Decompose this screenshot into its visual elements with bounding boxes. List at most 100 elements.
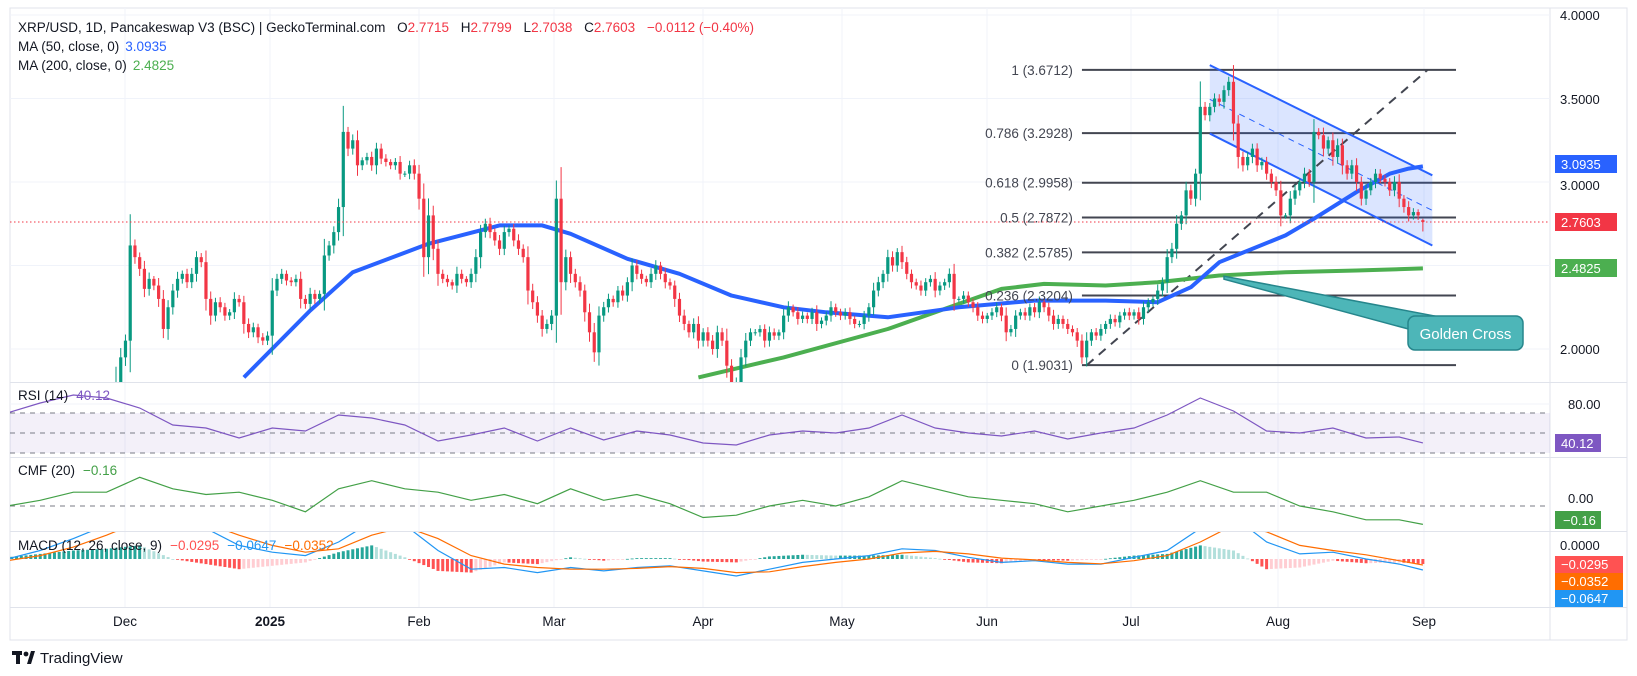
macd-histogram-bar	[332, 553, 336, 559]
fib-level-label: 0.5 (2.7872)	[1000, 211, 1073, 226]
candle-body	[639, 273, 644, 279]
candle	[1392, 176, 1397, 197]
macd-histogram-bar	[507, 559, 511, 563]
macd-histogram-bar	[100, 549, 104, 559]
macd-histogram-bar	[52, 552, 56, 559]
candle	[583, 284, 587, 322]
macd-histogram-bar	[611, 559, 615, 560]
macd-histogram-bar	[526, 559, 530, 564]
macd-histogram-bar	[711, 559, 715, 562]
macd-histogram-bar	[573, 557, 577, 559]
candle	[1260, 157, 1264, 170]
candle	[606, 293, 611, 313]
brand-name: TradingView	[40, 650, 123, 667]
candle	[455, 266, 459, 293]
candle	[142, 260, 147, 298]
candle	[810, 307, 814, 325]
candle-body	[621, 290, 625, 296]
candle-body	[895, 252, 899, 266]
cmf-axis-tick: 0.00	[1568, 491, 1593, 506]
macd-histogram-bar	[427, 559, 431, 568]
candle	[1160, 277, 1165, 297]
price-axis[interactable]: 4.0000 3.5000 3.0000 2.0000 3.0935 2.760…	[1555, 8, 1623, 607]
macd-histogram-bar	[455, 559, 459, 572]
candle	[1203, 101, 1207, 121]
macd-histogram-bar	[1402, 559, 1406, 563]
dashed-trendline[interactable]	[1086, 69, 1429, 366]
rsi-pane[interactable]	[7, 394, 1550, 454]
tradingview-logo[interactable]: TradingView	[12, 650, 123, 667]
macd-histogram-bar	[952, 559, 956, 561]
macd-histogram-bar	[1274, 559, 1278, 569]
rsi-legend-value: 40.12	[76, 388, 110, 403]
macd-histogram-bar	[1213, 547, 1217, 559]
candle-body	[171, 290, 175, 308]
cmf-pane[interactable]	[7, 476, 1550, 525]
candle	[1080, 334, 1084, 364]
macd-histogram-bar	[15, 556, 19, 559]
macd-histogram-bar	[900, 554, 904, 559]
candle-body	[313, 293, 317, 299]
candle-body	[479, 232, 483, 258]
candle-body	[843, 312, 847, 316]
macd-legend[interactable]: MACD (12, 26, close, 9) −0.0295 −0.0647 −0.…	[18, 538, 334, 553]
macd-histogram-bar	[294, 559, 298, 564]
main-legend[interactable]: XRP/USD, 1D, Pancakeswap V3 (BSC) | Geck…	[18, 20, 754, 73]
candle-body	[526, 257, 530, 291]
candle	[284, 270, 289, 286]
candle	[639, 269, 644, 284]
cmf-legend[interactable]: CMF (20) −0.16	[18, 463, 117, 478]
candle	[1014, 310, 1018, 337]
macd-histogram-bar	[365, 546, 369, 559]
candle	[407, 160, 412, 180]
ma50-legend[interactable]: MA (50, close, 0) 3.0935	[18, 39, 167, 54]
candle-body	[980, 315, 985, 319]
candle-body	[497, 240, 502, 249]
candle	[1416, 209, 1420, 220]
candle-body	[990, 312, 994, 316]
rsi-axis-tick: 80.00	[1568, 397, 1601, 412]
candle-body	[1160, 282, 1165, 291]
candle	[389, 159, 393, 170]
fibonacci-retracement[interactable]	[1081, 68, 1457, 367]
price-pane[interactable]: Golden Cross	[10, 64, 1550, 458]
cmf-legend-value: −0.16	[83, 463, 117, 478]
candle-body	[810, 312, 814, 319]
candle-body	[1407, 207, 1411, 216]
macd-histogram-bar	[152, 551, 156, 559]
time-axis[interactable]: Dec 2025 Feb Mar Apr May Jun Jul Aug Sep	[113, 614, 1436, 629]
candle	[265, 331, 270, 346]
golden-cross-callout[interactable]: Golden Cross	[1223, 275, 1524, 351]
macd-histogram-bar	[119, 547, 123, 559]
candle	[1350, 159, 1354, 180]
macd-histogram-bar	[673, 558, 677, 560]
candle	[1255, 143, 1259, 172]
candle	[947, 268, 951, 288]
macd-histogram-bar	[318, 558, 322, 559]
fib-level-label: 0.382 (2.5785)	[985, 245, 1073, 260]
candle	[654, 260, 658, 280]
candle-body	[1260, 161, 1264, 166]
macd-histogram-bar	[550, 559, 554, 562]
ma200-legend[interactable]: MA (200, close, 0) 2.4825	[18, 58, 174, 73]
macd-histogram-bar	[1331, 559, 1335, 561]
macd-histogram-bar	[1009, 559, 1013, 563]
candle	[474, 249, 478, 283]
candle-body	[999, 307, 1004, 316]
candle-body	[1307, 173, 1311, 182]
descending-channel[interactable]	[1209, 64, 1433, 247]
candle-body	[464, 278, 468, 283]
candle-body	[1222, 90, 1226, 102]
macd-histogram-bar	[531, 559, 535, 564]
candle-body	[1331, 140, 1335, 157]
candle-body	[748, 332, 753, 341]
macd-pane[interactable]	[6, 508, 1425, 577]
macd-badge	[1555, 590, 1623, 607]
candle-body	[729, 365, 734, 382]
macd-histogram-bar	[545, 559, 549, 563]
candle-body	[834, 307, 838, 313]
rsi-legend[interactable]: RSI (14) 40.12	[18, 388, 110, 403]
macd-histogram-bar	[166, 557, 170, 559]
candle	[426, 198, 431, 275]
